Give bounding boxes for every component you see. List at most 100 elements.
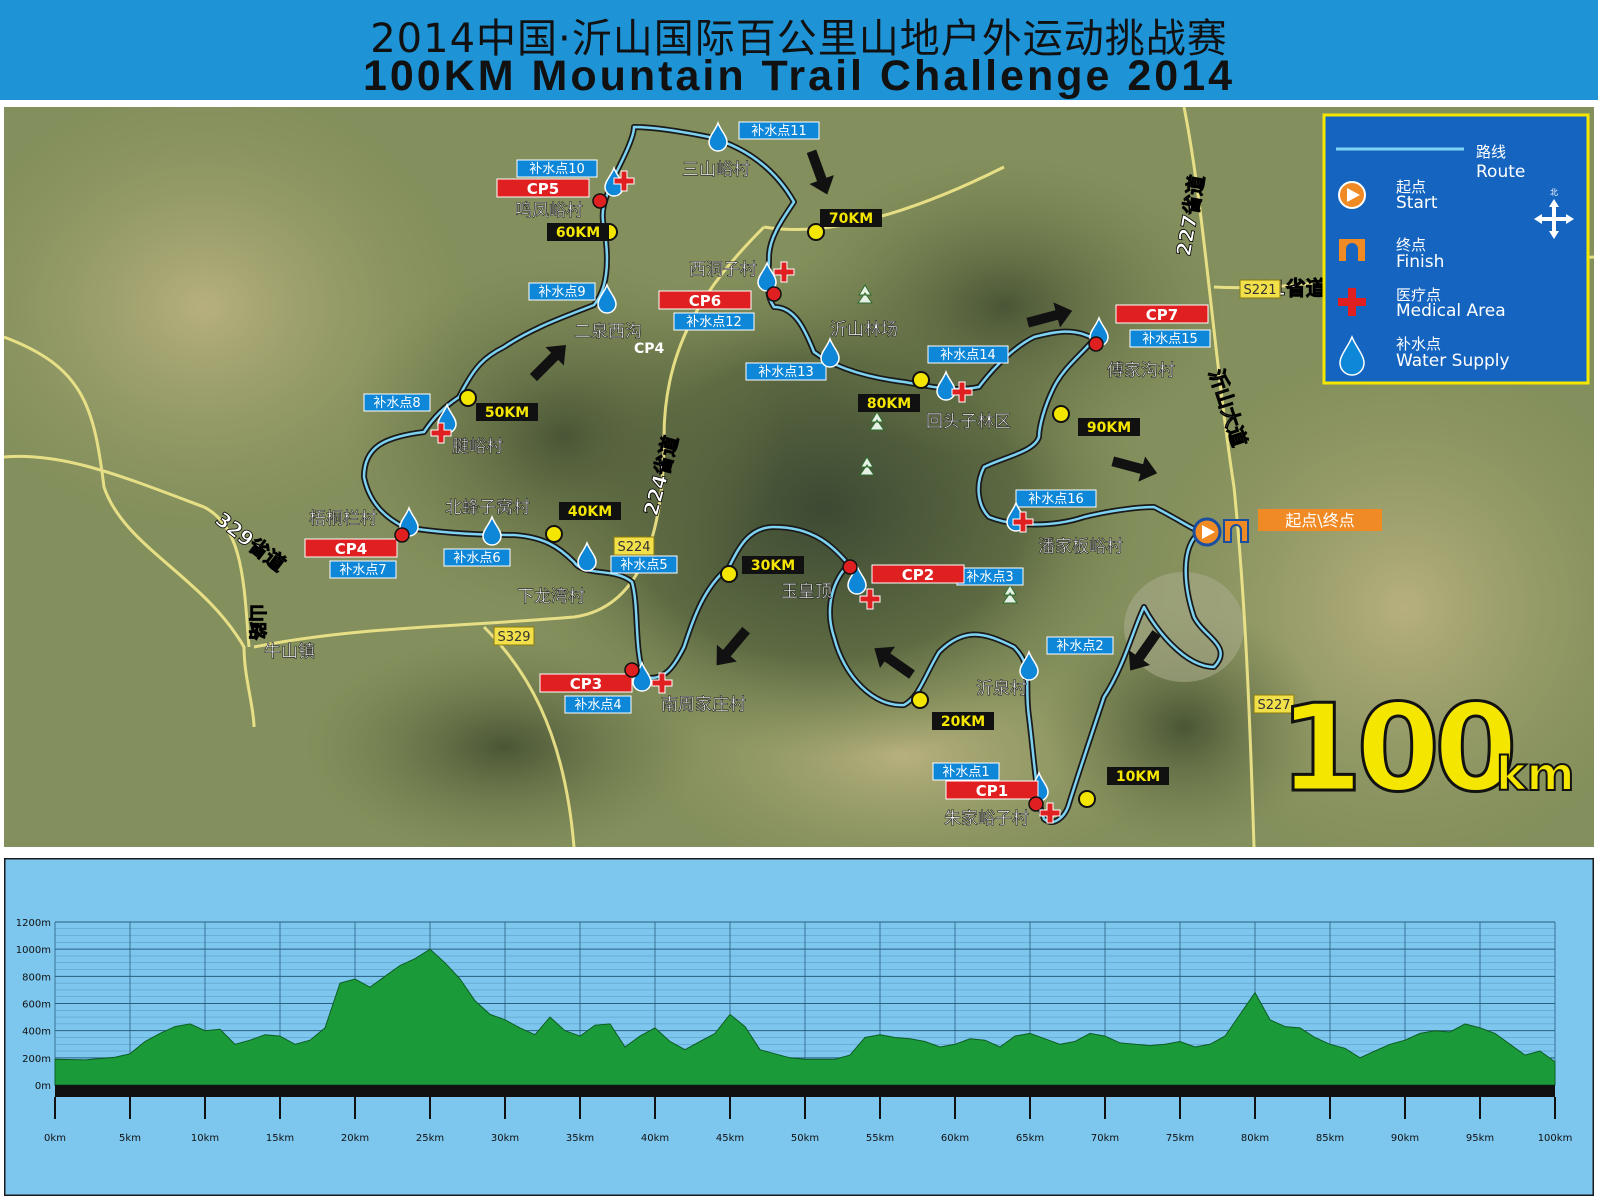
water-point-tag	[516, 159, 598, 178]
x-tick-label: 90km	[1391, 1133, 1419, 1144]
km-marker-tag	[547, 223, 609, 241]
title-chinese: 2014中国·沂山国际百公里山地户外运动挑战赛	[370, 16, 1228, 62]
km-marker-label: 70KM	[829, 211, 873, 227]
place-label: 鸣凤峪村	[515, 201, 583, 221]
km-marker-label: 90KM	[1087, 420, 1131, 436]
medical-cross-icon	[773, 261, 795, 283]
total-distance-number: 100	[1279, 680, 1512, 819]
x-tick-label: 100km	[1538, 1133, 1573, 1144]
checkpoint-dot	[842, 559, 858, 575]
checkpoint-dot	[1028, 796, 1044, 812]
checkpoint-label: CP1	[976, 782, 1008, 800]
direction-arrow-icon	[874, 646, 915, 679]
svg-text:S227: S227	[1257, 698, 1290, 713]
profile-background	[4, 858, 1594, 1196]
water-point-label: 补水点1	[942, 765, 989, 780]
place-label: 傅家沟村	[1107, 361, 1175, 381]
water-point-tag	[564, 695, 632, 714]
place-label: 三山峪村	[682, 160, 750, 180]
map-markers: 补水点1 补水点2 补水点3 补水点4 补水点5 补水点6 补水点7 补水点8 补水点9 补水点1…	[264, 120, 1211, 829]
checkpoint-tag	[304, 538, 398, 558]
y-tick-label: 200m	[22, 1054, 51, 1065]
map-legend: 路线 Route 起点 Start 终点 Finish 医疗点 Medical …	[1322, 113, 1590, 385]
legend-route-cn: 路线	[1476, 143, 1506, 161]
km-marker-label: 60KM	[556, 225, 600, 241]
km-marker-dot	[1078, 790, 1096, 808]
x-tick-label: 5km	[119, 1133, 141, 1144]
km-marker-tag	[559, 502, 621, 520]
medical-cross-icon	[613, 170, 635, 192]
direction-arrow-icon	[1111, 456, 1158, 482]
water-point-label: 补水点12	[686, 315, 742, 330]
tree-icon	[869, 411, 885, 431]
legend-box	[1322, 113, 1590, 385]
svg-text:S329: S329	[497, 630, 530, 645]
road-329-branch	[4, 454, 251, 648]
water-point-tag	[1015, 489, 1097, 508]
km-marker-tag	[476, 403, 538, 421]
medical-cross-icon	[951, 381, 973, 403]
svg-text:S221: S221	[1243, 283, 1276, 298]
water-point-label: 补水点7	[339, 563, 386, 578]
road-227	[1182, 107, 1256, 847]
legend-water-cn: 补水点	[1396, 335, 1441, 353]
direction-arrow-icon	[1026, 302, 1073, 328]
km-marker-tag	[858, 394, 920, 412]
start-finish-marker[interactable]: 起点\终点	[1192, 509, 1382, 547]
place-label: 潘家板峪村	[1038, 537, 1123, 557]
x-tick-label: 60km	[941, 1133, 969, 1144]
water-point-tag	[932, 762, 1000, 781]
y-tick-label: 400m	[22, 1027, 51, 1038]
water-point-tag	[745, 362, 827, 381]
direction-arrow-icon	[529, 345, 566, 382]
water-drop-icon	[936, 369, 956, 401]
total-distance-unit: km	[1496, 747, 1575, 801]
water-point-label: 补水点10	[529, 162, 585, 177]
x-tick-label: 30km	[491, 1133, 519, 1144]
place-label: 回头子林区	[926, 412, 1011, 432]
checkpoint-tag	[496, 178, 590, 198]
medical-cross-icon	[1012, 511, 1034, 533]
water-point-tag	[1129, 329, 1211, 348]
checkpoint-label: CP6	[689, 292, 721, 310]
route-map[interactable]: 329省道 227省道 221省道 224省道 沂山大道 山路 S221 S22…	[4, 107, 1594, 847]
direction-arrow-icon	[1128, 630, 1161, 671]
place-label: 玉皇顶	[781, 582, 832, 602]
x-tick-label: 75km	[1166, 1133, 1194, 1144]
title-english: 100KM Mountain Trail Challenge 2014	[362, 52, 1236, 100]
total-distance-badge: 100 km	[1278, 679, 1576, 821]
water-point-tag	[443, 548, 511, 567]
water-point-tag	[363, 393, 431, 412]
road-shield-s329: S329	[493, 626, 535, 646]
play-icon	[1347, 188, 1360, 202]
water-point-label: 补水点14	[940, 348, 996, 363]
mountain-shading	[344, 257, 784, 617]
water-drop-icon	[708, 120, 728, 152]
km-marker-dot	[1052, 405, 1070, 423]
km-marker-tag	[742, 556, 804, 574]
km-marker-label: 10KM	[1116, 769, 1160, 785]
place-label: 下龙湾村	[517, 587, 585, 607]
water-point-tag	[329, 560, 397, 579]
water-point-label: 补水点11	[751, 124, 807, 139]
km-marker-dot	[545, 525, 563, 543]
checkpoint-dot	[766, 286, 782, 302]
elevation-area	[54, 948, 1556, 1086]
km-marker-dot	[720, 565, 738, 583]
water-point-label: 补水点4	[574, 698, 621, 713]
direction-arrows	[529, 149, 1161, 679]
legend-medical-icon	[1338, 288, 1366, 316]
start-finish-label: 起点\终点	[1285, 511, 1354, 530]
checkpoint-tag	[1115, 304, 1209, 324]
compass-icon: 北	[1534, 188, 1574, 239]
start-finish-tag	[1258, 509, 1382, 531]
place-label: 西洞子村	[689, 260, 757, 280]
km-marker-tag	[1078, 418, 1140, 436]
x-tick-label: 40km	[641, 1133, 669, 1144]
medical-cross-icon	[859, 588, 881, 610]
medical-cross-icon	[651, 672, 673, 694]
water-point-label: 补水点6	[453, 551, 500, 566]
checkpoint-dot	[1088, 336, 1104, 352]
checkpoint-label: CP3	[570, 675, 602, 693]
legend-finish-icon	[1339, 239, 1365, 261]
